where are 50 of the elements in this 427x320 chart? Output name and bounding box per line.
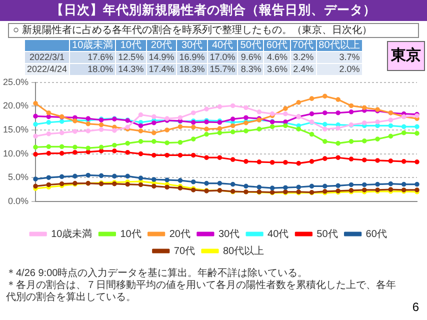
- data-label: 3.2%: [290, 52, 316, 64]
- y-tick-label: 5.0%: [8, 172, 29, 182]
- chart-subtitle: ○ 新規陽性者に占める各年代の割合を時系列で整理したもの。（東京、日次化）: [8, 23, 419, 38]
- data-label: 18.0%: [70, 64, 116, 76]
- text: 東京: [387, 41, 425, 71]
- text: ＊各月の割合は、７日間移動平均の値を用いて各月の陽性者数を累積化した上で、各年代別の割合を算出している。: [6, 280, 397, 304]
- legend-label: 80代以上: [223, 244, 264, 257]
- data-label: 17.0%: [207, 52, 238, 64]
- data-label: 12.5%: [116, 52, 146, 64]
- data-label: 14.9%: [146, 52, 177, 64]
- legend-label: 10歳未満: [51, 228, 92, 240]
- legend-label: 40代: [268, 228, 289, 240]
- x-tick-label: 50代: [238, 40, 264, 52]
- text: 6: [412, 300, 419, 314]
- y-tick-label: 0.0%: [8, 196, 29, 206]
- data-label: 3.6%: [264, 64, 290, 76]
- data-label: 2.0%: [316, 64, 362, 76]
- data-label: 16.9%: [176, 52, 208, 64]
- legend-label: 60代: [366, 228, 387, 240]
- data-label: 15.7%: [207, 64, 238, 76]
- legend-label: 20代: [169, 228, 190, 240]
- legend-label: 70代: [174, 246, 195, 257]
- data-label: 14.3%: [116, 64, 146, 76]
- y-tick-label: 10.0%: [2, 148, 29, 158]
- y-tick-label: 20.0%: [2, 100, 29, 111]
- data-label: 17.4%: [146, 64, 177, 76]
- x-tick-label: 20代: [146, 40, 177, 52]
- data-label: 4.6%: [264, 52, 290, 64]
- data-label: 2.4%: [290, 64, 316, 76]
- data-label: 9.6%: [238, 52, 264, 64]
- chart-title: 【日次】年代別新規陽性者の割合（報告日別、データ）: [0, 0, 427, 21]
- x-tick-label: 10代: [116, 40, 146, 52]
- legend-label: 10代: [120, 228, 142, 240]
- legend-label: 30代: [218, 228, 240, 240]
- x-tick-label: 30代: [176, 40, 208, 52]
- y-tick-label: 15.0%: [2, 124, 29, 134]
- text: ＊4/26 9:00時点の入力データを基に算出。年齢不詳は除いている。: [6, 268, 309, 280]
- x-tick-label: 40代: [207, 40, 238, 52]
- y-tick-label: 2022/4/24: [24, 64, 70, 76]
- x-tick-label: 70代: [290, 40, 316, 52]
- x-tick-label: 60代: [264, 40, 290, 52]
- data-label: 3.7%: [316, 52, 362, 64]
- data-label: 17.6%: [70, 52, 116, 64]
- legend-label: 50代: [316, 228, 338, 240]
- x-tick-label: 10歳未満: [70, 40, 116, 52]
- x-tick-label: 80代以上: [316, 40, 362, 52]
- y-tick-label: 25.0%: [2, 76, 29, 87]
- y-tick-label: 2022/3/1: [24, 52, 70, 64]
- data-label: 8.3%: [238, 64, 264, 76]
- data-label: 18.3%: [176, 64, 208, 76]
